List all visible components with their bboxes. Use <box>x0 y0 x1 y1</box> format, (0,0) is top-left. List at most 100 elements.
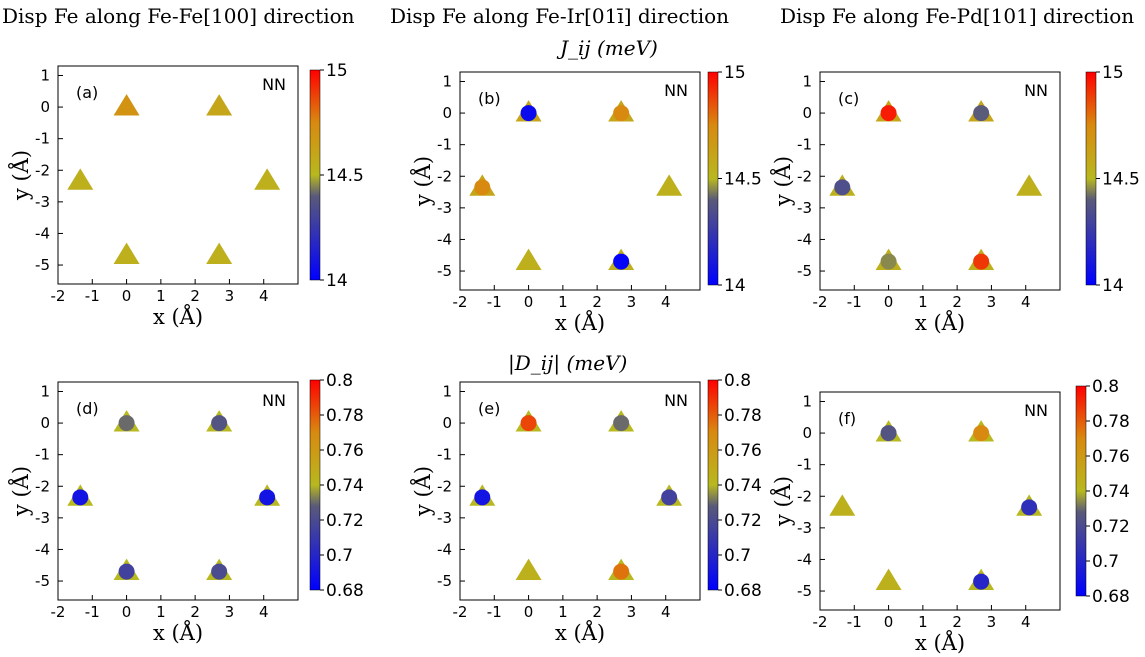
circle-marker <box>613 253 630 270</box>
x-tick-label: -1 <box>487 603 502 621</box>
plot-frame <box>819 391 1061 611</box>
x-tick-label: -1 <box>847 613 862 631</box>
colorbar-tick-label: 14 <box>1102 276 1124 296</box>
y-tick-label: -3 <box>437 509 452 527</box>
x-axis-label: x (Å) <box>153 304 203 329</box>
colorbar-tick-label: 0.74 <box>1092 482 1130 502</box>
colorbar-tick-label: 15 <box>1102 63 1124 83</box>
circle-marker <box>259 489 276 506</box>
x-tick-label: 4 <box>259 603 269 621</box>
circle-marker <box>1021 499 1038 516</box>
y-tick-label: -3 <box>437 199 452 217</box>
x-tick-label: -2 <box>813 293 828 311</box>
x-tick-label: 2 <box>952 613 962 631</box>
colorbar-tick-label: 0.78 <box>326 406 364 426</box>
colorbar-tick-label: 0.78 <box>724 406 762 426</box>
y-tick-label: -4 <box>35 224 50 242</box>
y-tick-label: -1 <box>35 446 50 464</box>
y-axis-label: y (Å) <box>8 466 33 517</box>
colorbar-tick-label: 0.8 <box>326 371 353 391</box>
y-axis-label: y (Å) <box>410 156 435 207</box>
triangle-marker <box>515 248 542 271</box>
y-tick-label: 0 <box>802 104 812 122</box>
plot-frame <box>57 65 299 285</box>
circle-marker <box>520 105 537 122</box>
colorbar-tick-label: 14.5 <box>1102 170 1140 190</box>
circle-marker <box>880 253 897 270</box>
x-tick-label: -2 <box>453 603 468 621</box>
colorbar-tick-label: 15 <box>724 63 746 83</box>
x-tick-label: 0 <box>884 293 894 311</box>
y-tick-label: -4 <box>35 540 50 558</box>
panel-label: (b) <box>478 89 501 108</box>
y-tick-label: -3 <box>35 193 50 211</box>
neighbor-tag: NN <box>262 75 286 94</box>
colorbar-tick-label: 0.72 <box>1092 517 1130 537</box>
neighbor-tag: NN <box>664 391 688 410</box>
y-axis-label: y (Å) <box>770 156 795 207</box>
y-tick-label: 0 <box>442 104 452 122</box>
y-axis-label: y (Å) <box>410 466 435 517</box>
triangle-marker <box>254 168 281 190</box>
y-tick-label: -3 <box>797 519 812 537</box>
colorbar <box>707 379 719 591</box>
y-tick-label: -2 <box>437 167 452 185</box>
y-tick-label: 0 <box>442 414 452 432</box>
colorbar-tick-label: 0.76 <box>326 441 364 461</box>
x-tick-label: -1 <box>487 293 502 311</box>
x-tick-label: 4 <box>259 287 269 305</box>
y-tick-label: 1 <box>802 392 812 410</box>
y-tick-label: -2 <box>437 477 452 495</box>
x-tick-label: -2 <box>453 293 468 311</box>
circle-marker <box>834 179 851 196</box>
circle-marker <box>211 563 228 580</box>
y-tick-label: -5 <box>437 572 452 590</box>
y-tick-label: -2 <box>35 477 50 495</box>
triangle-marker <box>67 168 94 190</box>
x-tick-label: 2 <box>190 287 200 305</box>
circle-marker <box>211 415 228 432</box>
plot-frame <box>459 71 701 291</box>
x-axis-label: x (Å) <box>915 630 965 655</box>
x-tick-label: 4 <box>661 603 671 621</box>
column-title-1: Disp Fe along Fe-Fe[100] direction <box>2 4 355 28</box>
neighbor-tag: NN <box>664 81 688 100</box>
y-tick-label: -4 <box>437 540 452 558</box>
x-tick-label: -1 <box>85 603 100 621</box>
x-tick-label: 2 <box>952 293 962 311</box>
y-tick-label: 1 <box>802 72 812 90</box>
circle-marker <box>520 415 537 432</box>
colorbar-tick-label: 14 <box>326 271 348 291</box>
circle-marker <box>973 253 990 270</box>
y-tick-label: -3 <box>35 509 50 527</box>
circle-marker <box>474 489 491 506</box>
colorbar-tick-label: 14 <box>724 276 746 296</box>
x-tick-label: 2 <box>592 293 602 311</box>
neighbor-tag: NN <box>262 391 286 410</box>
circle-marker <box>880 105 897 122</box>
y-tick-label: -5 <box>797 262 812 280</box>
plot-frame <box>819 71 1061 291</box>
neighbor-tag: NN <box>1024 401 1048 420</box>
panel-label: (c) <box>838 89 859 108</box>
circle-marker <box>613 105 630 122</box>
x-tick-label: -1 <box>85 287 100 305</box>
y-tick-label: -5 <box>35 572 50 590</box>
circle-marker <box>973 573 990 590</box>
triangle-marker <box>206 242 233 265</box>
colorbar-tick-label: 14.5 <box>326 166 364 186</box>
circle-marker <box>613 563 630 580</box>
y-tick-label: -2 <box>797 487 812 505</box>
colorbar-tick-label: 0.78 <box>1092 412 1130 432</box>
y-tick-label: -4 <box>797 230 812 248</box>
colorbar-tick-label: 0.72 <box>326 511 364 531</box>
y-tick-label: -4 <box>437 230 452 248</box>
colorbar-tick-label: 0.7 <box>1092 552 1119 572</box>
panel-label: (a) <box>76 83 98 102</box>
y-tick-label: -2 <box>35 161 50 179</box>
